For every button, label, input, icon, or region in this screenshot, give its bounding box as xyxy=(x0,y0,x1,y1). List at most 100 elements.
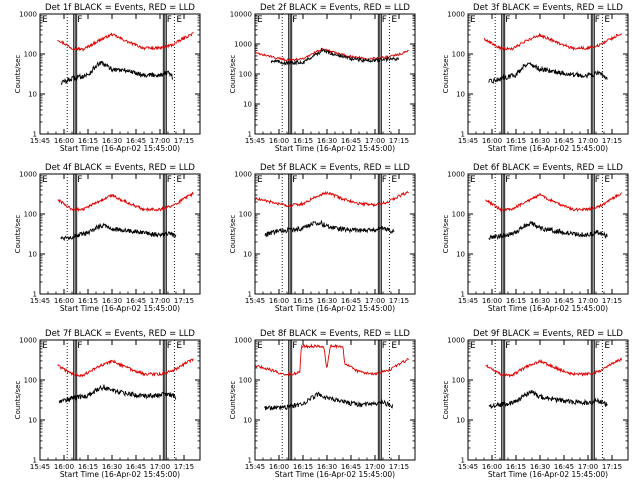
y-tick-label: 1 xyxy=(248,291,252,299)
event-marker-label: E xyxy=(470,15,476,25)
event-marker-label: F xyxy=(292,175,297,185)
x-tick-label: 16:15 xyxy=(78,463,98,471)
event-marker-label: F xyxy=(77,341,82,351)
chart-title: Det 7f BLACK = Events, RED = LLD xyxy=(45,329,195,339)
x-tick-label: 15:45 xyxy=(458,137,478,145)
y-tick-label: 100 xyxy=(239,211,252,219)
x-axis-label: Start Time (16-Apr-02 15:45:00) xyxy=(60,144,180,153)
x-tick-label: 16:00 xyxy=(269,463,289,471)
event-marker-label: E xyxy=(391,175,397,185)
x-tick-label: 16:45 xyxy=(341,297,361,305)
x-tick-label: 16:15 xyxy=(506,137,526,145)
x-axis-label: Start Time (16-Apr-02 15:45:00) xyxy=(488,470,608,479)
y-tick-label: 1 xyxy=(461,457,465,465)
y-tick-label: 10 xyxy=(28,417,37,425)
x-tick-label: 16:30 xyxy=(530,463,550,471)
events-series-line xyxy=(264,391,394,411)
y-tick-label: 1000 xyxy=(234,41,252,49)
event-marker-label: E xyxy=(42,15,48,25)
plot-frame xyxy=(467,13,629,135)
x-tick-label: 16:45 xyxy=(554,463,574,471)
x-tick-label: 16:15 xyxy=(78,137,98,145)
lld-series-line xyxy=(485,357,623,378)
x-tick-label: 17:00 xyxy=(150,463,170,471)
x-tick-label: 15:45 xyxy=(458,297,478,305)
event-marker-label: F xyxy=(382,341,387,351)
y-tick-label: 1 xyxy=(33,291,37,299)
y-axis-label: Counts/sec xyxy=(229,215,237,254)
x-tick-label: 16:45 xyxy=(554,137,574,145)
x-tick-label: 16:15 xyxy=(293,137,313,145)
event-marker-label: F xyxy=(595,15,600,25)
x-axis-label: Start Time (16-Apr-02 15:45:00) xyxy=(275,304,395,313)
y-tick-label: 10000 xyxy=(230,11,252,19)
x-tick-label: 16:45 xyxy=(341,137,361,145)
y-tick-label: 1 xyxy=(248,131,252,139)
x-tick-label: 16:00 xyxy=(269,137,289,145)
chart-title: Det 3f BLACK = Events, RED = LLD xyxy=(473,3,623,13)
x-tick-label: 16:30 xyxy=(317,297,337,305)
events-series-line xyxy=(60,61,174,86)
event-marker-label: F xyxy=(292,341,297,351)
x-tick-label: 16:30 xyxy=(530,137,550,145)
events-series-line xyxy=(488,62,608,84)
y-tick-label: 100 xyxy=(24,211,37,219)
y-tick-label: 100 xyxy=(452,51,465,59)
x-tick-label: 17:00 xyxy=(150,137,170,145)
y-axis-label: Counts/sec xyxy=(14,381,22,420)
plot-frame xyxy=(254,173,416,295)
events-series-line xyxy=(264,219,395,238)
event-marker-label: E xyxy=(391,15,397,25)
x-tick-label: 17:00 xyxy=(578,137,598,145)
event-marker-label: E xyxy=(176,15,182,25)
y-tick-label: 1000 xyxy=(447,11,465,19)
x-tick-label: 16:45 xyxy=(126,137,146,145)
y-tick-label: 1 xyxy=(33,131,37,139)
y-axis-label: Counts/sec xyxy=(229,381,237,420)
x-axis-label: Start Time (16-Apr-02 15:45:00) xyxy=(488,144,608,153)
event-marker-label: F xyxy=(77,175,82,185)
x-tick-label: 16:15 xyxy=(506,463,526,471)
x-tick-label: 16:00 xyxy=(54,463,74,471)
y-tick-label: 10 xyxy=(243,251,252,259)
events-series-line xyxy=(58,384,177,404)
x-tick-label: 15:45 xyxy=(245,137,265,145)
y-tick-label: 10 xyxy=(456,251,465,259)
x-tick-label: 15:45 xyxy=(245,297,265,305)
lld-series-line xyxy=(485,192,622,213)
y-tick-label: 10 xyxy=(243,417,252,425)
x-tick-label: 16:00 xyxy=(482,463,502,471)
y-tick-label: 1000 xyxy=(19,337,37,345)
events-series-line xyxy=(270,47,400,66)
x-tick-label: 16:30 xyxy=(317,137,337,145)
x-tick-label: 15:45 xyxy=(458,463,478,471)
chart-title: Det 2f BLACK = Events, RED = LLD xyxy=(260,3,410,13)
event-marker-label: F xyxy=(382,15,387,25)
chart-panel-2: Det 2f BLACK = Events, RED = LLD 1 10 100 10… xyxy=(229,3,416,153)
x-tick-label: 17:00 xyxy=(578,463,598,471)
y-tick-label: 10 xyxy=(28,251,37,259)
y-tick-label: 1000 xyxy=(447,337,465,345)
x-tick-label: 17:15 xyxy=(389,297,409,305)
event-marker-label: F xyxy=(382,175,387,185)
x-tick-label: 16:00 xyxy=(54,297,74,305)
lld-series-line xyxy=(254,190,409,208)
x-tick-label: 17:00 xyxy=(365,463,385,471)
x-axis-label: Start Time (16-Apr-02 15:45:00) xyxy=(60,470,180,479)
y-tick-label: 10 xyxy=(243,101,252,109)
y-tick-label: 100 xyxy=(24,51,37,59)
x-tick-label: 17:15 xyxy=(174,137,194,145)
lld-series-line xyxy=(254,343,409,377)
event-marker-label: E xyxy=(257,15,263,25)
event-marker-label: E xyxy=(176,341,182,351)
x-tick-label: 17:00 xyxy=(365,137,385,145)
x-tick-label: 15:45 xyxy=(30,137,50,145)
event-marker-label: F xyxy=(505,341,510,351)
x-tick-label: 17:15 xyxy=(174,297,194,305)
x-axis-label: Start Time (16-Apr-02 15:45:00) xyxy=(488,304,608,313)
chart-panel-5: Det 5f BLACK = Events, RED = LLD 1 10 100 10… xyxy=(229,163,416,313)
event-marker-label: E xyxy=(470,341,476,351)
y-tick-label: 1000 xyxy=(234,337,252,345)
plot-frame xyxy=(254,13,416,135)
x-tick-label: 15:45 xyxy=(30,463,50,471)
